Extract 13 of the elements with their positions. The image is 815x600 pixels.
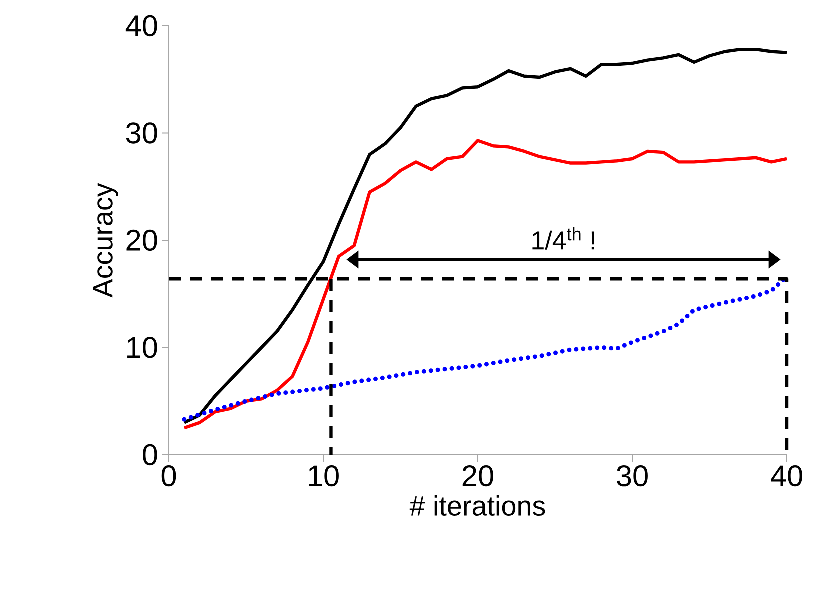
y-tick-label: 20: [126, 230, 158, 252]
y-tick-label: 10: [128, 337, 158, 358]
y-tick-label: 30: [126, 122, 158, 144]
annotation: 1/4$^{th}$ !: [532, 227, 594, 250]
x-tick-label: 0: [162, 466, 176, 487]
y-axis-title: Accuracy: [93, 183, 118, 298]
x-tick-label: 10: [309, 466, 339, 487]
y-tick-label: 40: [126, 15, 158, 37]
x-tick-label: 30: [617, 466, 648, 487]
y-tick-label: 0: [143, 444, 158, 466]
x-axis-title: # iterations: [410, 496, 546, 516]
x-tick-label: 40: [771, 466, 802, 487]
x-tick-label: 20: [462, 466, 494, 487]
